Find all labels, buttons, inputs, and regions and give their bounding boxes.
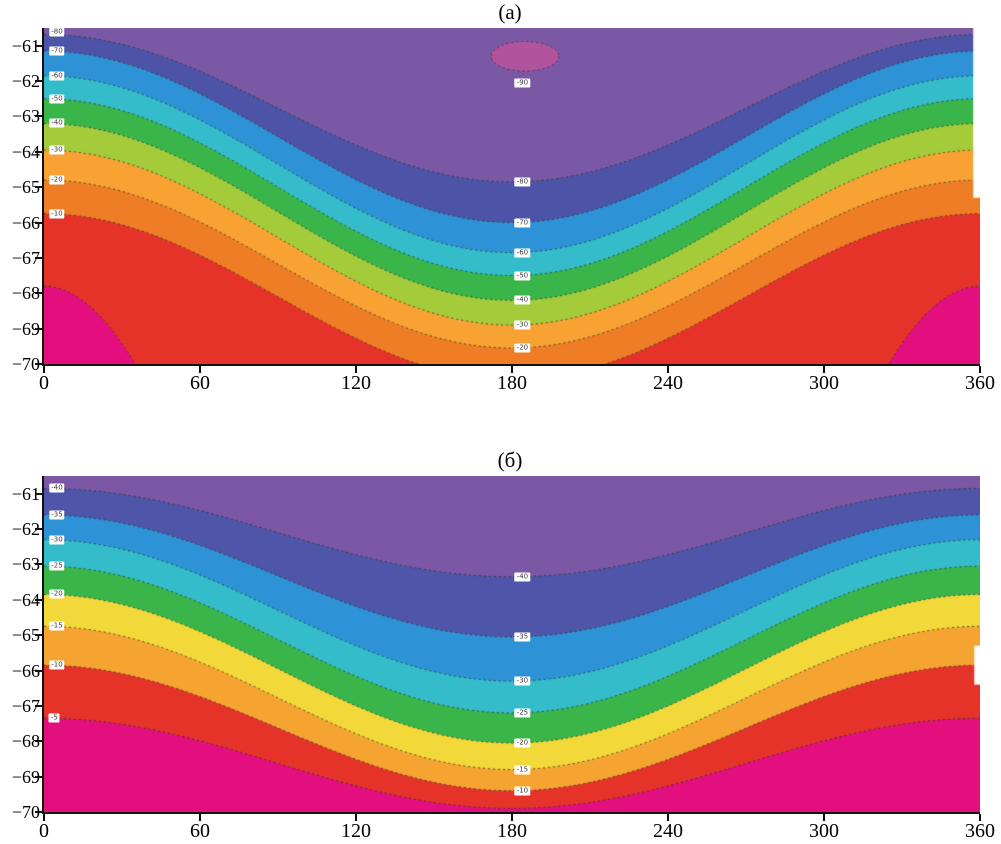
x-axis-tick-label: 360 (965, 372, 995, 394)
panel-b: (б) -40 -35 -30 -25 -20 -15 -10 -5 -40 -35 -30 -25-… (0, 448, 1001, 844)
y-axis-tick-label: −69 (11, 766, 40, 787)
y-axis-tick-label: −68 (11, 731, 40, 752)
x-axis-tick-label: 360 (965, 820, 995, 842)
x-axis-tick-mark (979, 366, 981, 373)
y-axis-tick-mark (35, 80, 44, 83)
y-axis-tick-label: −65 (11, 625, 40, 646)
y-axis-tick-mark (35, 492, 44, 495)
y-axis-tick-label: −68 (11, 283, 40, 304)
x-axis-tick-label: 120 (341, 372, 371, 394)
y-axis-tick-mark (35, 740, 44, 743)
panel-b-title: (б) (497, 448, 523, 472)
y-axis-tick-mark (35, 775, 44, 778)
y-axis-tick-label: −64 (11, 589, 40, 610)
panel-b-plot: -40 -35 -30 -25 -20 -15 -10 -5 -40 -35 -30 -25 -20 -1… (12, 476, 995, 842)
x-axis-tick-mark (199, 814, 201, 821)
panel-a-contour-canvas (44, 28, 980, 364)
y-axis-tick-label: −66 (11, 660, 40, 681)
x-axis-tick-label: 180 (497, 820, 527, 842)
panel-a-title: (а) (498, 0, 522, 24)
x-axis-tick-label: 0 (39, 820, 49, 842)
x-axis-tick-mark (43, 814, 45, 821)
x-axis-tick-label: 300 (809, 372, 839, 394)
y-axis-tick-mark (35, 704, 44, 707)
y-axis-tick-mark (35, 598, 44, 601)
y-axis-tick-mark (35, 528, 44, 531)
x-axis-tick-mark (667, 814, 669, 821)
y-axis-tick-mark (35, 811, 44, 813)
y-axis-tick-label: −62 (11, 519, 40, 540)
x-axis-tick-label: 60 (190, 372, 210, 394)
x-axis-tick-label: 0 (39, 372, 49, 394)
y-axis-tick-mark (35, 563, 44, 566)
y-axis-tick-mark (35, 221, 44, 224)
x-axis-tick-mark (667, 366, 669, 373)
y-axis-tick-mark (35, 292, 44, 295)
y-axis-tick-label: −67 (11, 695, 40, 716)
y-axis-tick-label: −61 (11, 483, 40, 504)
y-axis-tick-mark (35, 150, 44, 153)
x-axis-tick-mark (511, 814, 513, 821)
panel-b-contour-canvas (44, 476, 980, 812)
x-axis-tick-label: 180 (497, 372, 527, 394)
x-axis-tick-label: 240 (653, 372, 683, 394)
y-axis-tick-label: −61 (11, 35, 40, 56)
y-axis-tick-label: −69 (11, 318, 40, 339)
y-axis-tick-mark (35, 115, 44, 118)
x-axis-tick-mark (823, 814, 825, 821)
x-axis-tick-mark (199, 366, 201, 373)
y-axis-tick-mark (35, 256, 44, 259)
x-axis-tick-mark (511, 366, 513, 373)
x-axis-tick-mark (43, 366, 45, 373)
y-axis-tick-label: −67 (11, 247, 40, 268)
x-axis-tick-mark (823, 366, 825, 373)
x-axis-tick-label: 60 (190, 820, 210, 842)
y-axis-tick-label: −64 (11, 141, 40, 162)
y-axis-tick-label: −65 (11, 177, 40, 198)
y-axis-tick-mark (35, 327, 44, 330)
x-axis-tick-mark (355, 366, 357, 373)
panel-a: (а) -80 -70 -60 -50 -40 -30 -20 -10 -90 -80 -70 -60… (0, 0, 1001, 404)
y-axis-tick-label: −63 (11, 554, 40, 575)
x-axis-tick-mark (355, 814, 357, 821)
y-axis-tick-mark (35, 363, 44, 365)
y-axis-tick-mark (35, 44, 44, 47)
y-axis-tick-mark (35, 669, 44, 672)
y-axis-tick-label: −66 (11, 212, 40, 233)
y-axis-tick-label: −70 (11, 802, 40, 822)
panel-a-plot: -80 -70 -60 -50 -40 -30 -20 -10 -90 -80 -70 -60 -50-… (12, 27, 995, 394)
y-axis-tick-label: −70 (11, 354, 40, 374)
x-axis-tick-label: 300 (809, 820, 839, 842)
y-axis-tick-mark (35, 634, 44, 637)
x-axis-tick-label: 120 (341, 820, 371, 842)
y-axis-tick-label: −62 (11, 71, 40, 92)
x-axis-tick-mark (979, 814, 981, 821)
y-axis-tick-label: −63 (11, 106, 40, 127)
x-axis-tick-label: 240 (653, 820, 683, 842)
y-axis-tick-mark (35, 186, 44, 189)
